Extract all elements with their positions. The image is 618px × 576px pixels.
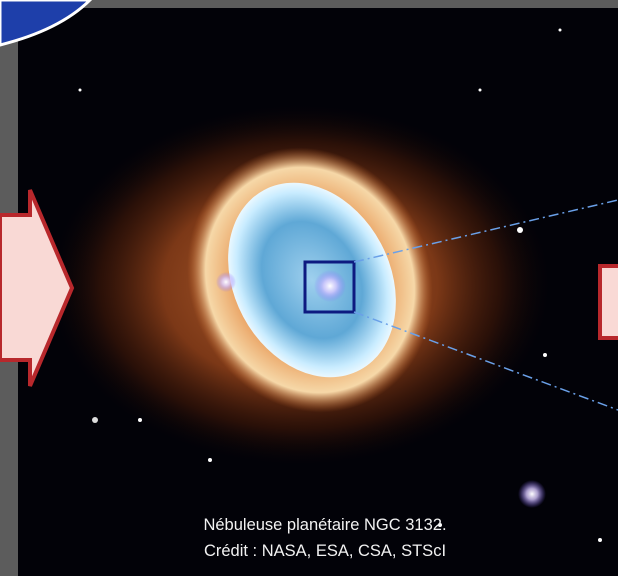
nebula-core: [228, 182, 396, 378]
zoom-line: [353, 199, 618, 263]
right-box: [598, 264, 618, 340]
corner-circle: [0, 0, 93, 47]
caption-line: Crédit : NASA, ESA, CSA, STScI: [204, 542, 446, 560]
left-arrow: [0, 189, 75, 387]
zoom-line: [353, 311, 618, 411]
caption-line: Nébuleuse planétaire NGC 3132.: [203, 516, 446, 534]
zoom-box: [303, 260, 356, 314]
stars: [78, 28, 602, 542]
